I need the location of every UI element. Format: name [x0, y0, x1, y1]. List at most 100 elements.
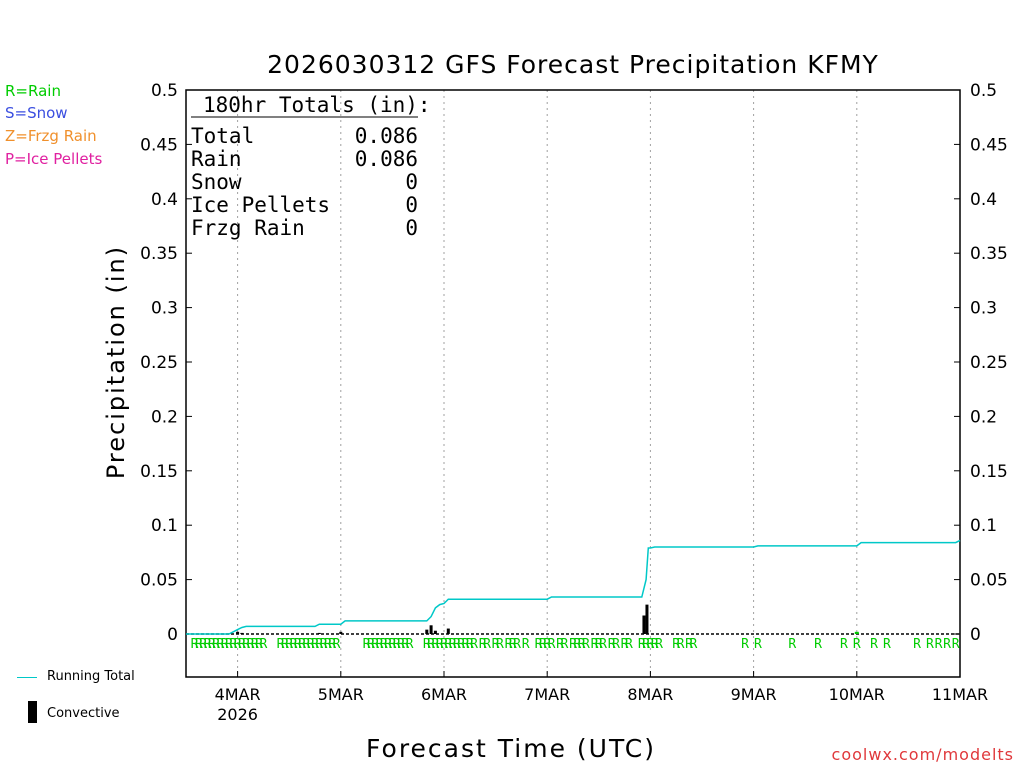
precip-type-mark: R — [582, 637, 590, 652]
legend-freezing-rain: Z=Frzg Rain — [5, 127, 97, 145]
precip-type-mark: R — [651, 637, 659, 652]
x-tick-label: 11MAR — [932, 685, 988, 704]
x-tick-label: 7MAR — [524, 685, 570, 704]
y-tick-label-right: 0.3 — [970, 299, 997, 319]
precip-type-mark: R — [685, 637, 693, 652]
y-tick-label-left: 0.1 — [151, 516, 178, 536]
precip-type-mark: R — [436, 637, 444, 652]
precip-type-mark: R — [393, 637, 401, 652]
precip-type-mark: R — [539, 637, 547, 652]
x-tick-label: 8MAR — [627, 685, 673, 704]
y-tick-label-left: 0.25 — [140, 353, 178, 373]
precip-type-mark: R — [311, 637, 319, 652]
running-total-line — [186, 539, 961, 635]
precip-type-mark: R — [840, 637, 848, 652]
precip-type-mark: R — [449, 637, 457, 652]
chart-title: 2026030312 GFS Forecast Precipitation KF… — [267, 50, 879, 79]
precip-type-mark: R — [363, 637, 371, 652]
plot-frame — [185, 89, 961, 678]
precip-type-mark: R — [307, 637, 315, 652]
precip-type-mark: R — [466, 637, 474, 652]
precip-type-mark: R — [556, 637, 564, 652]
precip-type-mark: R — [591, 637, 599, 652]
precip-type-mark: R — [191, 637, 199, 652]
precip-type-mark: R — [423, 637, 431, 652]
precip-type-mark: R — [199, 637, 207, 652]
convective-bar — [236, 631, 240, 634]
precip-type-mark: R — [943, 637, 951, 652]
precip-type-mark: R — [913, 637, 921, 652]
precip-type-mark: R — [638, 637, 646, 652]
y-tick-label-left: 0.35 — [140, 244, 178, 264]
y-tick-label-right: 0.05 — [970, 571, 1008, 591]
precip-type-mark: R — [655, 637, 663, 652]
precip-type-mark: R — [255, 637, 263, 652]
precip-type-mark: R — [935, 637, 943, 652]
precip-type-mark: R — [608, 637, 616, 652]
y-tick-label-left: 0.05 — [140, 571, 178, 591]
convective-bar — [645, 604, 649, 634]
convective-bar — [317, 632, 321, 634]
precip-type-mark: R — [406, 637, 414, 652]
y-tick-label-left: 0.45 — [140, 135, 178, 155]
convective-bar — [240, 632, 244, 634]
totals-row-value: 0.086 — [355, 124, 418, 148]
y-tick-label-right: 0.25 — [970, 353, 1008, 373]
precip-type-mark: R — [242, 637, 250, 652]
precip-type-mark: R — [513, 637, 521, 652]
y-tick-label-left: 0 — [167, 625, 178, 645]
y-tick-label-left: 0.15 — [140, 462, 178, 482]
precip-type-mark: R — [238, 637, 246, 652]
precip-type-mark: R — [741, 637, 749, 652]
precip-type-mark: R — [625, 637, 633, 652]
precip-type-mark: R — [479, 637, 487, 652]
y-tick-label-right: 0 — [970, 625, 981, 645]
precip-type-mark: R — [492, 637, 500, 652]
precip-type-mark: R — [208, 637, 216, 652]
precip-type-mark: R — [509, 637, 517, 652]
y-tick-label-left: 0.3 — [151, 299, 178, 319]
x-axis-label: Forecast Time (UTC) — [366, 734, 656, 763]
precip-type-mark: R — [642, 637, 650, 652]
totals-row-value: 0.086 — [355, 147, 418, 171]
precip-type-mark: R — [453, 637, 461, 652]
precip-type-mark: R — [870, 637, 878, 652]
precip-type-mark: R — [535, 637, 543, 652]
y-tick-label-right: 0.45 — [970, 135, 1008, 155]
precip-type-mark: R — [457, 637, 465, 652]
convective-bar — [425, 629, 429, 634]
convective-bar — [433, 630, 437, 634]
x-tick-label: 10MAR — [829, 685, 885, 704]
y-tick-label-right: 0.1 — [970, 516, 997, 536]
precip-type-mark: R — [204, 637, 212, 652]
precip-type-mark: R — [543, 637, 551, 652]
precip-type-mark: R — [328, 637, 336, 652]
totals-row-label: Ice Pellets — [191, 193, 330, 217]
precip-type-mark: R — [195, 637, 203, 652]
precip-type-mark: R — [926, 637, 934, 652]
totals-row-label: Rain — [191, 147, 242, 171]
precip-type-mark: R — [397, 637, 405, 652]
totals-row-label: Total — [191, 124, 254, 148]
precip-type-mark: R — [298, 637, 306, 652]
precip-type-mark: R — [302, 637, 310, 652]
precip-type-mark: R — [853, 637, 861, 652]
precip-type-mark: R — [952, 637, 960, 652]
legend-snow: S=Snow — [5, 104, 68, 122]
precip-type-mark: R — [672, 637, 680, 652]
precip-type-mark: R — [294, 637, 302, 652]
legend-running-total: Running Total — [47, 669, 135, 684]
legend-rain: R=Rain — [5, 82, 61, 100]
precip-type-mark: R — [401, 637, 409, 652]
y-tick-label-right: 0.4 — [970, 190, 997, 210]
totals-row-label: Frzg Rain — [191, 216, 305, 240]
y-tick-label-left: 0.4 — [151, 190, 178, 210]
precip-type-mark: R — [333, 637, 341, 652]
precip-type-mark: R — [324, 637, 332, 652]
precip-type-mark: R — [548, 637, 556, 652]
precip-type-mark: R — [251, 637, 259, 652]
precip-type-mark: R — [371, 637, 379, 652]
precip-type-mark: R — [496, 637, 504, 652]
x-tick-sublabel: 2026 — [217, 705, 258, 724]
convective-swatch — [28, 701, 37, 723]
